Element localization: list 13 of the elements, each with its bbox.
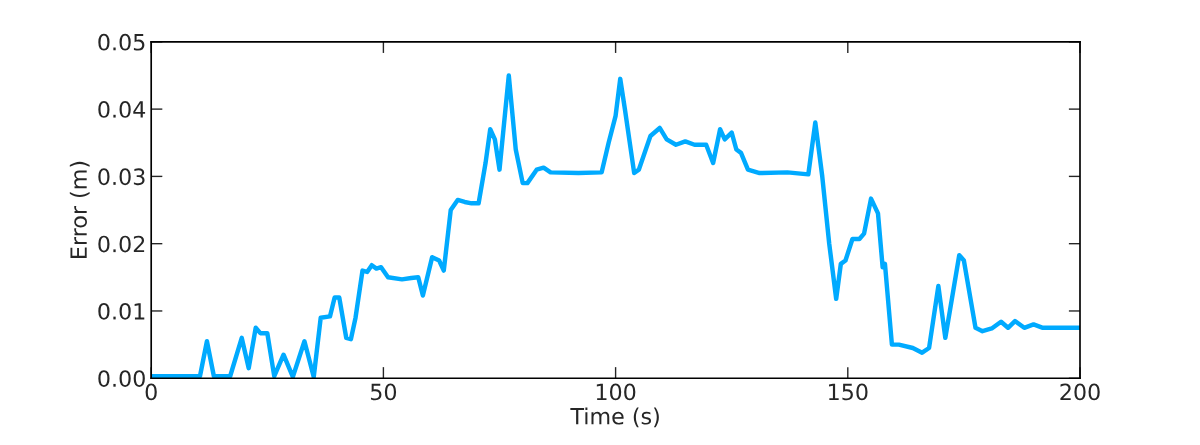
- x-tick-label: 150: [829, 383, 868, 401]
- y-tick-label: 0.02: [98, 235, 145, 253]
- y-tick-label: 0.05: [98, 33, 145, 51]
- y-tick-label: 0.00: [98, 370, 145, 388]
- y-tick-label: 0.03: [98, 168, 145, 186]
- x-tick-label: 200: [1060, 383, 1100, 401]
- y-tick-label: 0.04: [98, 101, 146, 118]
- x-axis-title: Time (s): [570, 407, 659, 428]
- y-tick-label: 0.01: [98, 302, 145, 320]
- y-axis-title: Error (m): [69, 161, 90, 258]
- x-tick-label: 50: [370, 383, 397, 401]
- x-tick-label: 0: [145, 383, 157, 401]
- x-tick-label: 100: [596, 383, 636, 401]
